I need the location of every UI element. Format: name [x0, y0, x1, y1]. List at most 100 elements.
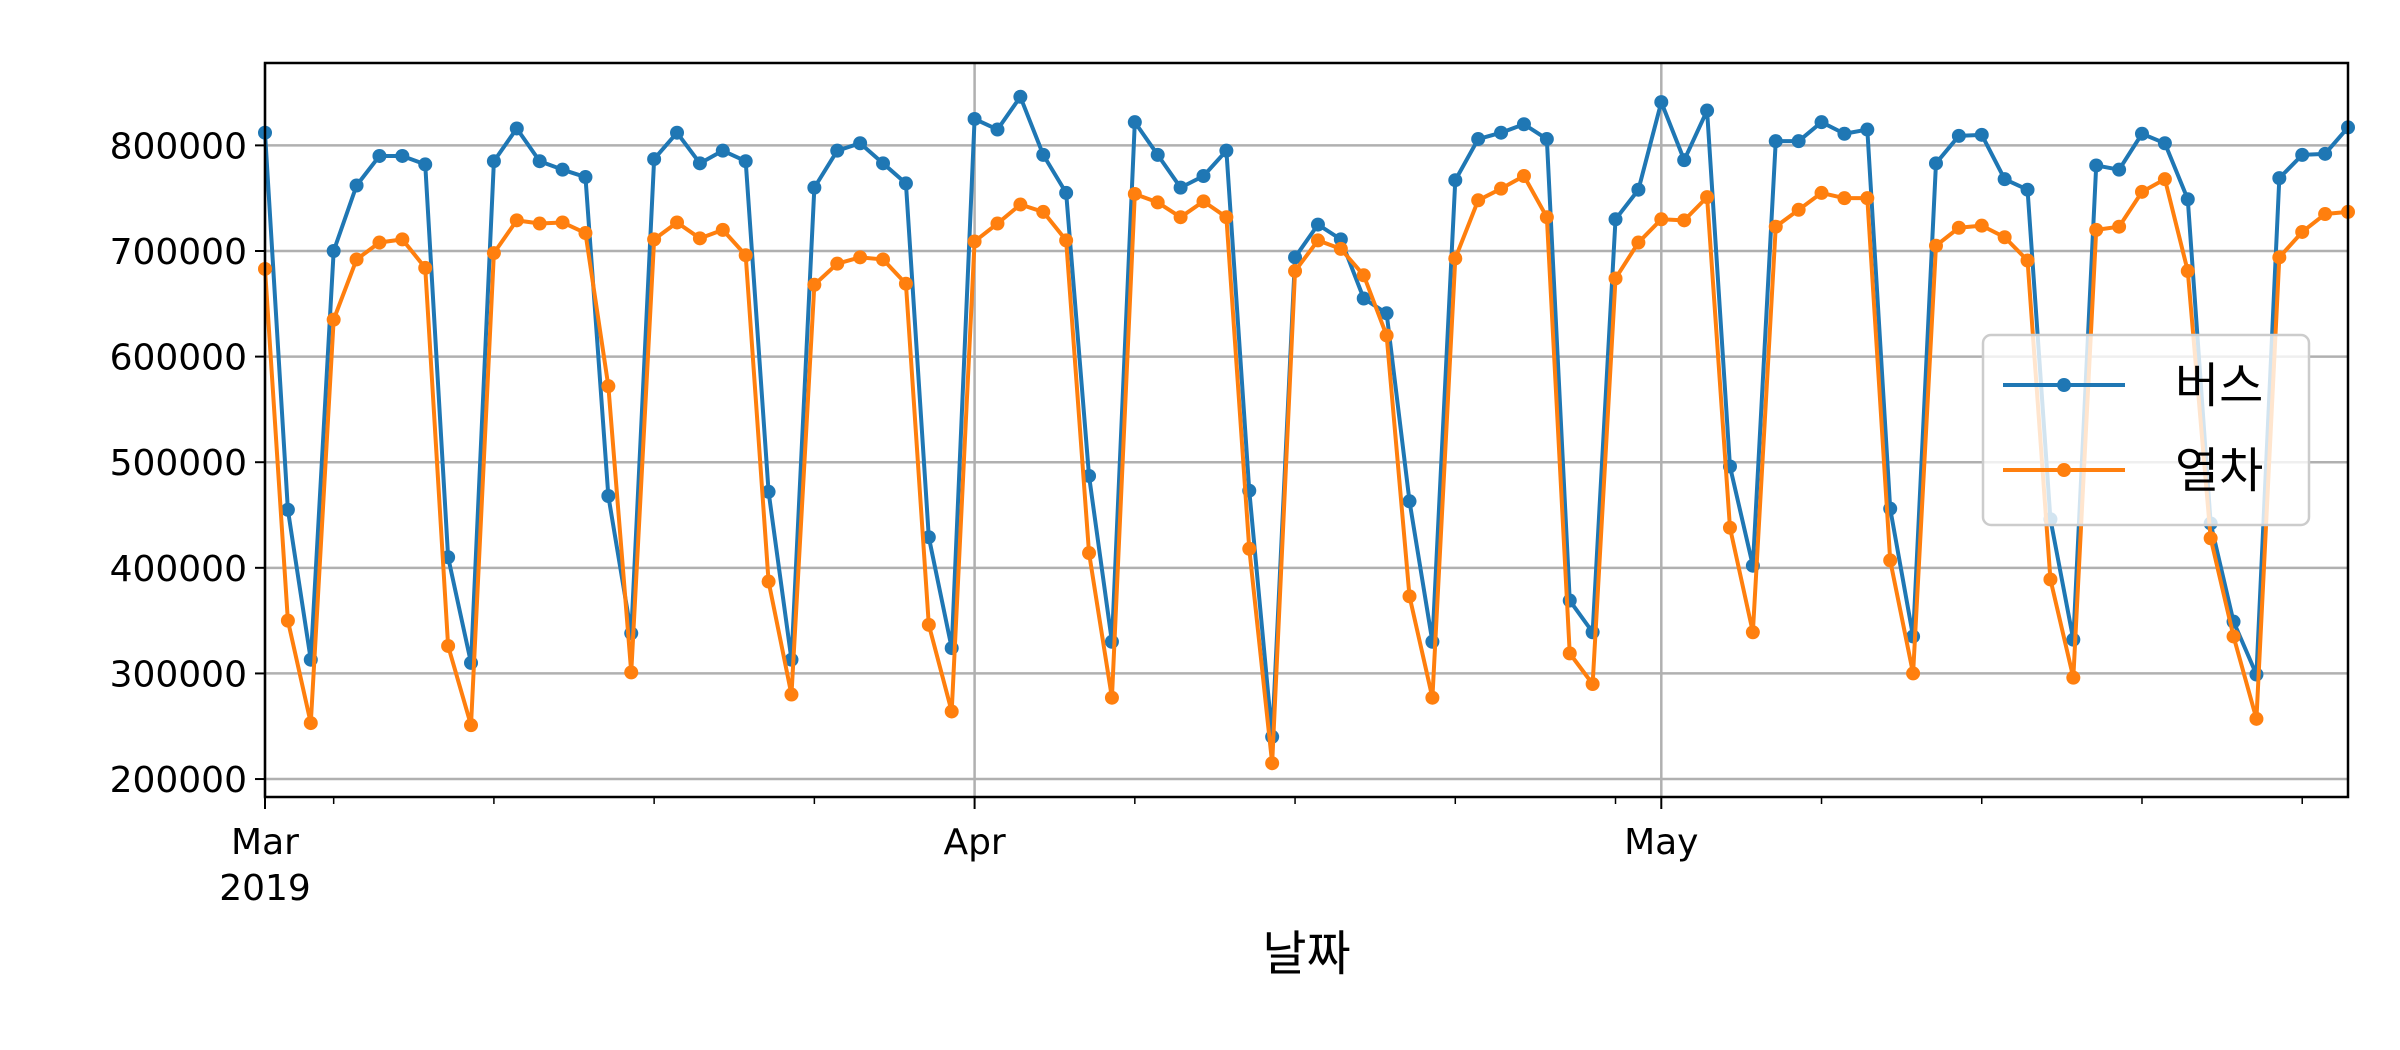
data-point	[1860, 122, 1875, 137]
data-point	[1539, 132, 1554, 147]
data-point	[1036, 204, 1051, 219]
y-tick-label: 400000	[110, 549, 247, 590]
data-point	[1265, 756, 1280, 771]
legend-swatch-marker	[2057, 463, 2071, 477]
data-point	[2043, 572, 2058, 587]
data-point	[1013, 89, 1028, 104]
data-point	[1631, 235, 1646, 250]
data-point	[509, 121, 524, 136]
data-point	[967, 111, 982, 126]
data-point	[326, 243, 341, 258]
y-tick-label: 300000	[110, 654, 247, 695]
data-point	[624, 665, 639, 680]
data-point	[1471, 193, 1486, 208]
axis-ticks: 200000 300000 400000 500000 600000 700000 8000…	[110, 126, 2303, 909]
data-point	[1196, 194, 1211, 209]
data-point	[1036, 147, 1051, 162]
data-point	[1951, 128, 1966, 143]
data-point	[578, 170, 593, 185]
data-point	[2112, 162, 2127, 177]
data-point	[2249, 711, 2264, 726]
data-point	[1448, 251, 1463, 266]
data-point	[2089, 222, 2104, 237]
data-point	[464, 718, 479, 733]
data-point	[1928, 156, 1943, 171]
data-point	[1173, 210, 1188, 225]
plot-frame	[263, 61, 2350, 799]
data-point	[1356, 291, 1371, 306]
data-point	[555, 162, 570, 177]
data-point	[1745, 625, 1760, 640]
data-point	[1379, 306, 1394, 321]
data-point	[1974, 218, 1989, 233]
data-point	[1219, 210, 1234, 225]
data-point	[761, 484, 776, 499]
data-point	[1516, 169, 1531, 183]
data-point	[601, 379, 616, 394]
data-point	[418, 157, 433, 172]
data-point	[1288, 264, 1303, 279]
data-point	[898, 176, 913, 191]
data-point	[1059, 185, 1074, 200]
data-point	[280, 613, 295, 628]
data-point	[2203, 531, 2218, 546]
data-point	[1196, 169, 1211, 183]
y-tick-label: 700000	[110, 232, 247, 273]
data-point	[1722, 520, 1737, 535]
data-point	[2112, 219, 2127, 234]
data-point	[1860, 191, 1875, 206]
series-layer	[258, 89, 2355, 771]
data-point	[990, 216, 1005, 231]
data-point	[349, 252, 364, 267]
data-point	[1150, 147, 1165, 162]
data-point	[1791, 134, 1806, 149]
data-point	[647, 152, 662, 167]
data-point	[2272, 250, 2287, 265]
data-point	[1791, 202, 1806, 217]
data-point	[1997, 172, 2012, 187]
legend-label: 열차	[2175, 443, 2263, 499]
x-tick-year-label: 2019	[219, 868, 311, 909]
y-tick-label: 600000	[110, 338, 247, 379]
data-point	[280, 502, 295, 517]
data-point	[2134, 126, 2149, 141]
data-point	[2318, 146, 2333, 161]
data-point	[1608, 271, 1623, 286]
data-point	[1379, 328, 1394, 343]
data-point	[944, 704, 959, 719]
data-point	[1814, 115, 1829, 130]
data-point	[303, 716, 318, 731]
legend-label: 버스	[2175, 358, 2263, 414]
data-point	[1631, 182, 1646, 197]
data-point	[1585, 677, 1600, 691]
data-point	[2180, 264, 2195, 279]
data-point	[1082, 546, 1097, 561]
data-point	[1288, 250, 1303, 265]
data-point	[876, 252, 891, 267]
data-point	[1654, 95, 1669, 110]
data-point	[853, 136, 868, 151]
data-point	[1333, 241, 1348, 256]
data-point	[2134, 184, 2149, 199]
data-point	[1883, 553, 1898, 568]
data-point	[921, 530, 936, 545]
data-point	[2180, 192, 2195, 207]
data-point	[372, 148, 387, 163]
data-point	[670, 215, 685, 230]
data-point	[1402, 494, 1417, 509]
data-point	[2157, 172, 2172, 187]
data-point	[2272, 171, 2287, 186]
data-point	[1494, 181, 1509, 196]
data-point	[1425, 690, 1440, 705]
data-point	[1448, 173, 1463, 188]
data-point	[2226, 629, 2241, 644]
data-point	[1837, 191, 1852, 206]
y-tick-label: 500000	[110, 443, 247, 484]
data-point	[898, 276, 913, 291]
y-tick-label: 200000	[110, 760, 247, 801]
data-point	[1928, 238, 1943, 253]
data-point	[372, 235, 387, 250]
data-point	[1219, 143, 1234, 158]
data-point	[1104, 690, 1119, 705]
